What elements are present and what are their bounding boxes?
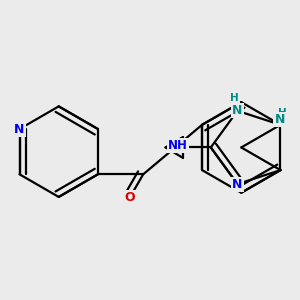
Text: N: N [274,113,285,126]
Text: H: H [230,93,239,103]
Text: NH: NH [168,139,188,152]
Text: H: H [278,109,287,118]
Text: N: N [14,122,25,136]
Text: N: N [232,178,243,190]
Text: O: O [124,191,135,204]
Text: N: N [232,104,243,117]
